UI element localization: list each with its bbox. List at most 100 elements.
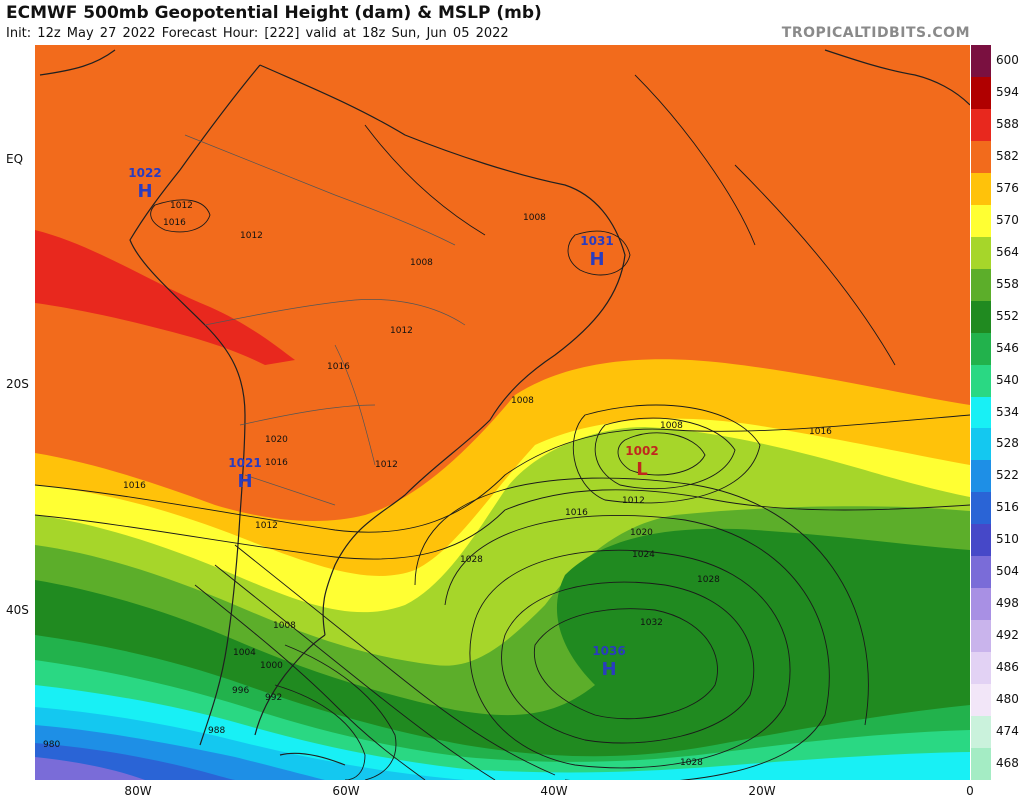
svg-text:1002: 1002 (625, 444, 658, 458)
colorbar-swatch (971, 588, 991, 621)
svg-text:992: 992 (265, 693, 282, 703)
svg-text:1028: 1028 (460, 555, 483, 565)
isobar-labels: 1012 1012 1016 1008 1012 1008 1016 1008 … (43, 201, 832, 768)
colorbar-label: 546 (996, 340, 1019, 355)
colorbar-label: 582 (996, 148, 1019, 163)
svg-text:1028: 1028 (680, 758, 703, 768)
svg-text:996: 996 (232, 686, 249, 696)
svg-text:1012: 1012 (255, 521, 278, 531)
colorbar-label: 468 (996, 756, 1019, 771)
svg-text:1000: 1000 (260, 661, 283, 671)
high-pressure-center: 1022 H (128, 166, 161, 202)
svg-text:1031: 1031 (580, 234, 613, 248)
lat-label-40s: 40S (6, 603, 29, 617)
colorbar-swatch (971, 684, 991, 717)
colorbar-label: 522 (996, 468, 1019, 483)
colorbar-label: 594 (996, 84, 1019, 99)
svg-text:1004: 1004 (233, 648, 256, 658)
lon-label-0: 0 (966, 784, 974, 798)
colorbar-label: 576 (996, 180, 1019, 195)
colorbar-swatch (971, 364, 991, 398)
colorbar-swatch (971, 172, 991, 206)
svg-text:1012: 1012 (240, 231, 263, 241)
colorbar-swatch (971, 748, 991, 781)
svg-text:1021: 1021 (228, 456, 261, 470)
colorbar-swatch (971, 460, 991, 493)
colorbar-swatch (971, 204, 991, 238)
low-pressure-center: 1002 L (625, 444, 658, 480)
colorbar-label: 552 (996, 308, 1019, 323)
colorbar-swatch (971, 76, 991, 110)
svg-text:1024: 1024 (632, 550, 655, 560)
svg-text:1008: 1008 (410, 258, 433, 268)
svg-text:1008: 1008 (273, 621, 296, 631)
lon-label-80w: 80W (124, 784, 152, 798)
svg-text:1036: 1036 (592, 644, 625, 658)
colorbar-swatch (971, 652, 991, 685)
lat-label-eq: EQ (6, 152, 24, 166)
colorbar-label: 480 (996, 692, 1019, 707)
colorbar-swatch (971, 428, 991, 461)
colorbar-label: 588 (996, 116, 1019, 131)
lon-label-60w: 60W (332, 784, 360, 798)
colorbar-label: 498 (996, 596, 1019, 611)
colorbar-label: 528 (996, 436, 1019, 451)
svg-text:1016: 1016 (123, 481, 146, 491)
colorbar-swatch (971, 268, 991, 302)
colorbar-label: 558 (996, 276, 1019, 291)
high-pressure-center: 1036 H (592, 644, 625, 680)
high-pressure-center: 1031 H (580, 234, 613, 270)
svg-text:1016: 1016 (327, 362, 350, 372)
colorbar-label: 486 (996, 660, 1019, 675)
colorbar-swatch (971, 300, 991, 334)
lat-label-20s: 20S (6, 377, 29, 391)
svg-text:H: H (237, 471, 252, 492)
svg-text:1012: 1012 (375, 460, 398, 470)
svg-text:1008: 1008 (523, 213, 546, 223)
colorbar-label: 534 (996, 404, 1019, 419)
colorbar-label: 474 (996, 724, 1019, 739)
svg-text:1008: 1008 (511, 396, 534, 406)
colorbar-swatch (971, 492, 991, 525)
svg-text:980: 980 (43, 740, 60, 750)
chart-title: ECMWF 500mb Geopotential Height (dam) & … (6, 3, 542, 23)
svg-text:1022: 1022 (128, 166, 161, 180)
svg-text:1032: 1032 (640, 618, 663, 628)
political-borders (184, 134, 466, 506)
colorbar-swatch (971, 556, 991, 589)
colorbar-label: 516 (996, 500, 1019, 515)
svg-text:1008: 1008 (660, 421, 683, 431)
colorbar-label: 540 (996, 372, 1019, 387)
colorbar-label: 564 (996, 244, 1019, 259)
svg-text:H: H (589, 249, 604, 270)
coastline (39, 49, 970, 766)
colorbar-swatch (971, 620, 991, 653)
svg-text:L: L (636, 459, 647, 480)
colorbar-swatch (971, 332, 991, 366)
colorbar-label: 570 (996, 212, 1019, 227)
colorbar-swatch (971, 524, 991, 557)
svg-text:H: H (137, 181, 152, 202)
svg-text:1012: 1012 (390, 326, 413, 336)
svg-text:H: H (601, 659, 616, 680)
high-pressure-center: 1021 H (228, 456, 261, 492)
svg-text:1028: 1028 (697, 575, 720, 585)
source-credit: TROPICALTIDBITS.COM (781, 25, 970, 41)
colorbar-swatch (971, 45, 991, 78)
lon-label-20w: 20W (748, 784, 776, 798)
height-fill (35, 45, 970, 780)
colorbar-swatch (971, 716, 991, 749)
svg-text:1016: 1016 (809, 427, 832, 437)
colorbar-swatch (971, 108, 991, 142)
svg-text:1016: 1016 (163, 218, 186, 228)
colorbar-label: 600 (996, 52, 1019, 67)
colorbar-swatch (971, 396, 991, 429)
map-canvas: 1022 H 1031 H 1002 L 1021 H 1036 H 1012 … (35, 45, 970, 780)
lon-label-40w: 40W (540, 784, 568, 798)
chart-subtitle: Init: 12z May 27 2022 Forecast Hour: [22… (6, 26, 509, 41)
svg-text:1020: 1020 (630, 528, 653, 538)
isobars (35, 74, 970, 780)
colorbar-swatch (971, 236, 991, 270)
colorbar-label: 510 (996, 532, 1019, 547)
svg-text:1012: 1012 (622, 496, 645, 506)
